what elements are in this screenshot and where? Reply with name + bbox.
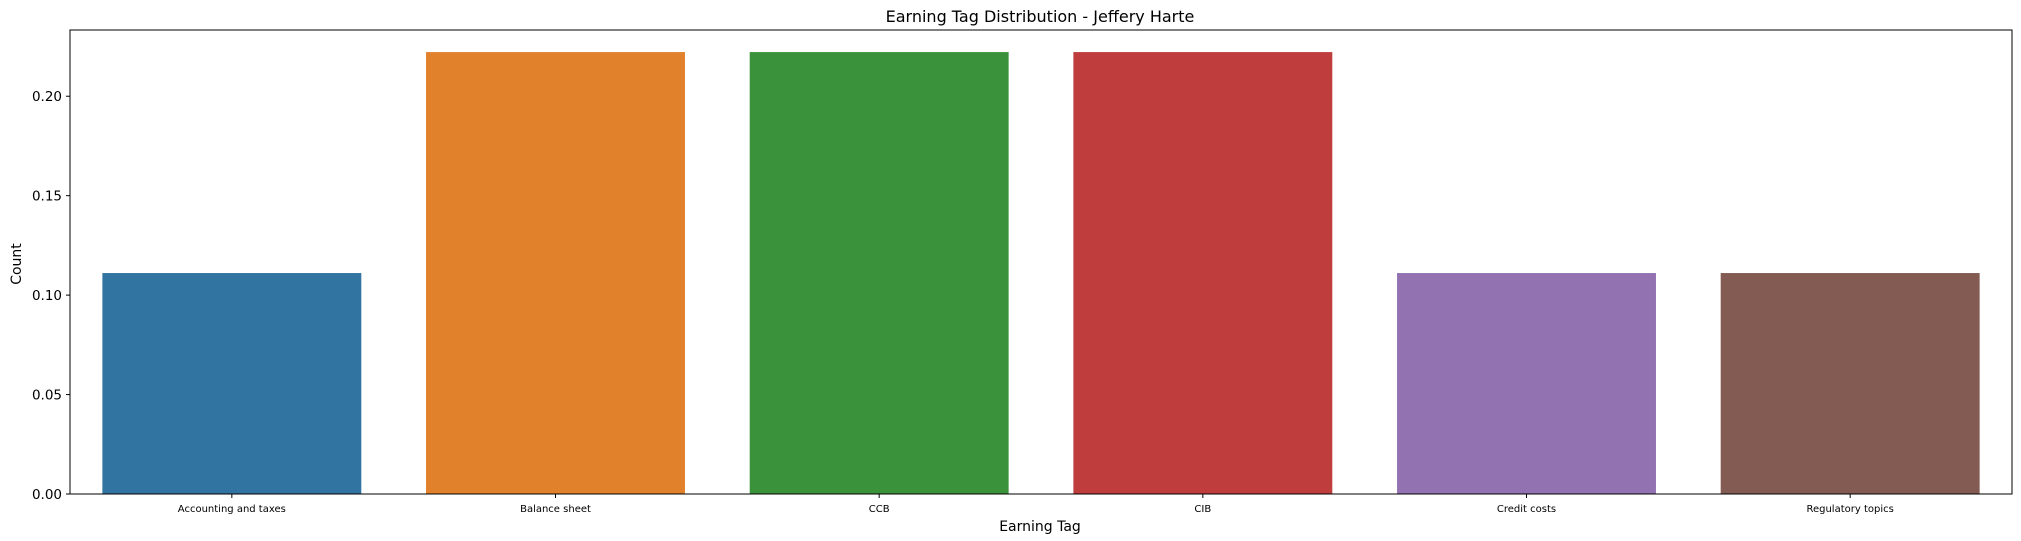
x-axis: Accounting and taxes Balance sheet CCB CIB C… bbox=[178, 494, 1894, 515]
y-tick-label: 0.05 bbox=[32, 388, 62, 404]
bar-balance-sheet bbox=[426, 52, 685, 495]
x-tick-label: Accounting and taxes bbox=[178, 504, 286, 515]
x-tick-label: Balance sheet bbox=[520, 504, 591, 515]
chart-title: Earning Tag Distribution - Jeffery Harte bbox=[886, 7, 1195, 26]
y-tick-label: 0.00 bbox=[32, 487, 62, 503]
y-axis: 0.00 0.05 0.10 0.15 0.20 bbox=[32, 89, 70, 503]
x-tick-label: CIB bbox=[1194, 504, 1211, 515]
y-axis-label: Count bbox=[9, 243, 25, 285]
x-axis-label: Earning Tag bbox=[999, 519, 1081, 535]
bar-accounting-and-taxes bbox=[102, 273, 362, 494]
bar-ccb bbox=[749, 52, 1009, 495]
bars-group bbox=[102, 52, 1980, 495]
x-tick-label: CCB bbox=[869, 504, 890, 515]
x-tick-label: Regulatory topics bbox=[1806, 504, 1893, 515]
bar-regulatory-topics bbox=[1720, 273, 1980, 494]
y-tick-label: 0.10 bbox=[32, 288, 62, 304]
bar-cib bbox=[1073, 52, 1333, 495]
bar-credit-costs bbox=[1397, 273, 1656, 494]
plot-frame bbox=[69, 29, 2013, 495]
y-tick-label: 0.15 bbox=[32, 189, 62, 205]
x-tick-label: Credit costs bbox=[1497, 504, 1556, 515]
y-tick-label: 0.20 bbox=[32, 89, 62, 105]
